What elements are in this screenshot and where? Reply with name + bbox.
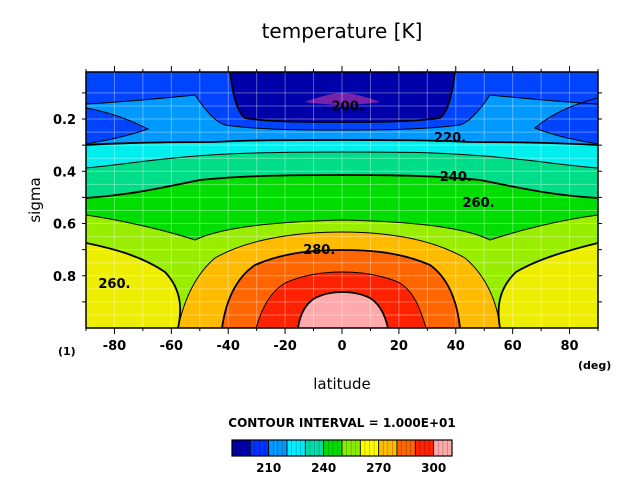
contour-lines <box>86 72 598 328</box>
x-tick-label: -40 <box>216 339 240 354</box>
contour-label: 240. <box>440 170 472 185</box>
contour-label-text: 200. <box>332 100 364 115</box>
contour-label-text: 260. <box>462 196 494 211</box>
contour-line-210-left <box>86 107 150 145</box>
colorbar: 210 240 270 300 <box>231 439 453 475</box>
contour-line-290 <box>255 271 427 328</box>
contour-line-280 <box>221 249 461 328</box>
contour-line-300 <box>297 291 389 328</box>
contour-line-220 <box>86 139 598 146</box>
x-tick-label: 40 <box>447 339 465 354</box>
colorbar-label: 240 <box>311 461 336 475</box>
contour-interval: CONTOUR INTERVAL = 1.000E+01 <box>228 416 455 430</box>
contour-label: 260. <box>98 277 130 292</box>
contour-line-260-right <box>497 242 598 328</box>
contour-line-250 <box>86 214 598 241</box>
contour-label: 200. <box>332 100 364 115</box>
x-tick-label: 0 <box>337 339 346 354</box>
x-tick-label: -80 <box>103 339 127 354</box>
contour-line-260 <box>86 242 182 328</box>
x-axis-label: latitude <box>313 375 371 393</box>
colorbar-label: 300 <box>421 461 446 475</box>
contour-line-270 <box>177 231 501 328</box>
contour-labels: 200. 220. 240. 260. 280. 260. <box>98 100 494 293</box>
chart-title: temperature [K] <box>262 19 423 43</box>
contour-label-text: 260. <box>98 277 130 292</box>
colorbar-label: 210 <box>256 461 281 475</box>
x-unit-label: (deg) <box>578 359 611 372</box>
y-tick-label: 0.6 <box>53 218 76 233</box>
x-tick-label: 60 <box>504 339 522 354</box>
x-tick-label: 20 <box>390 339 408 354</box>
band-pink <box>298 292 388 328</box>
contour-label: 220. <box>434 131 466 146</box>
contour-label: 280. <box>303 243 335 258</box>
grid-lines <box>86 72 598 328</box>
contour-label-text: 280. <box>303 243 335 258</box>
y-tick-label: 0.2 <box>53 113 76 128</box>
colorbar-frame <box>231 439 453 457</box>
y-axis-ticks: 0.2 0.4 0.6 0.8 <box>53 92 602 303</box>
contour-label-text: 220. <box>434 131 466 146</box>
contour-line-210 <box>86 94 598 131</box>
band-purple <box>305 93 380 105</box>
contour-line-200 <box>229 72 456 123</box>
contour-line-230 <box>86 151 598 169</box>
contour-label: 260. <box>462 196 494 211</box>
contour-line-240 <box>86 174 598 199</box>
x-tick-label: -20 <box>273 339 297 354</box>
y-tick-label: 0.8 <box>53 270 76 285</box>
x-tick-label: -60 <box>160 339 184 354</box>
y-tick-label: 0.4 <box>53 165 76 180</box>
band-blue-left-pocket <box>86 108 148 144</box>
x-tick-label: 80 <box>561 339 579 354</box>
x-axis-ticks: -80 -60 -40 -20 0 20 40 60 80 <box>85 66 599 354</box>
contour-label-text: 240. <box>440 170 472 185</box>
colorbar-label: 270 <box>366 461 391 475</box>
contour-line-210-right <box>534 97 598 145</box>
y-axis-label: sigma <box>26 177 44 222</box>
corner-label: (1) <box>58 345 76 358</box>
band-blue-right-pocket <box>535 98 598 144</box>
plot-area: 200. 220. 240. 260. 280. 260. <box>86 72 598 328</box>
